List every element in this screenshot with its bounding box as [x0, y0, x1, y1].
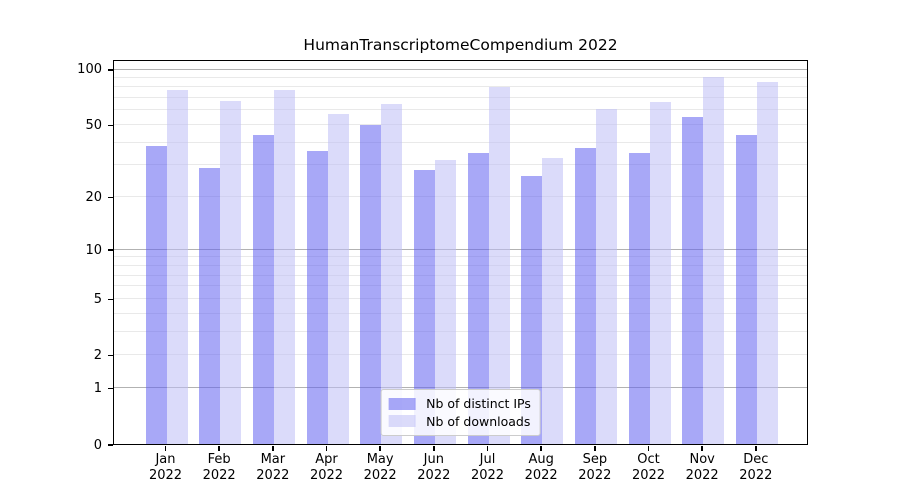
bar-nb-of-downloads-oct: [649, 102, 671, 444]
y-tick-label-5: 5: [93, 291, 102, 307]
x-tick-mark-jul: [486, 446, 489, 451]
grid-line-5: [114, 297, 807, 299]
legend: Nb of distinct IPs Nb of downloads: [380, 389, 541, 436]
x-tick-mark-mar: [272, 446, 274, 451]
y-tick-mark-100: [108, 69, 113, 71]
x-tick-label-dec: Dec 2022: [739, 452, 773, 483]
bar-nb-of-distinct-ips-oct: [628, 152, 650, 444]
grid-line-6: [114, 285, 807, 287]
y-tick-mark-2: [108, 355, 113, 357]
x-tick-mark-jun: [433, 446, 435, 451]
grid-line-3: [114, 330, 807, 332]
bar-nb-of-downloads-jun: [434, 159, 456, 444]
legend-swatch-downloads: [388, 415, 416, 428]
bar-nb-of-distinct-ips-aug: [521, 176, 543, 444]
bar-nb-of-distinct-ips-apr: [306, 150, 328, 444]
grid-line-4: [114, 312, 807, 314]
grid-line-10: [114, 248, 807, 250]
bars: [114, 61, 807, 444]
legend-label-distinct-ips: Nb of distinct IPs: [426, 396, 531, 412]
legend-swatch-distinct-ips: [388, 397, 416, 410]
bar-nb-of-downloads-apr: [327, 114, 349, 444]
bar-nb-of-downloads-sep: [595, 108, 617, 444]
x-tick-mark-oct: [647, 446, 650, 451]
bar-nb-of-distinct-ips-mar: [252, 134, 274, 444]
plot-area: Nb of distinct IPs Nb of downloads: [113, 60, 808, 445]
bar-nb-of-downloads-feb: [220, 101, 242, 444]
bar-nb-of-distinct-ips-feb: [199, 167, 221, 444]
x-tick-mark-nov: [701, 446, 703, 451]
x-tick-label-apr: Apr 2022: [309, 452, 344, 483]
legend-label-downloads: Nb of downloads: [426, 413, 531, 429]
bar-nb-of-distinct-ips-sep: [574, 148, 596, 444]
x-tick-label-jan: Jan 2022: [148, 452, 183, 483]
chart-title: HumanTranscriptomeCompendium 2022: [303, 36, 618, 54]
grid-line-7: [114, 274, 807, 276]
bar-nb-of-distinct-ips-may: [360, 124, 382, 444]
legend-item-downloads: Nb of downloads: [388, 413, 531, 431]
x-tick-label-may: May 2022: [363, 452, 397, 483]
y-tick-mark-10: [108, 249, 113, 251]
gridlines: [114, 61, 807, 444]
x-tick-label-nov: Nov 2022: [685, 452, 719, 483]
x-tick-mark-apr: [325, 446, 328, 451]
x-tick-label-jul: Jul 2022: [470, 452, 505, 483]
bar-nb-of-downloads-nov: [703, 76, 725, 444]
bar-nb-of-downloads-dec: [756, 82, 778, 444]
y-tick-label-100: 100: [77, 62, 102, 78]
bar-nb-of-downloads-aug: [542, 157, 564, 444]
bar-nb-of-downloads-jan: [166, 90, 188, 444]
grid-line-90: [114, 76, 807, 78]
x-tick-mark-aug: [540, 446, 542, 451]
grid-line-80: [114, 86, 807, 88]
grid-line-30: [114, 164, 807, 166]
bar-nb-of-distinct-ips-jul: [467, 152, 489, 444]
bar-nb-of-downloads-mar: [273, 90, 295, 444]
grid-line-8: [114, 264, 807, 266]
x-tick-label-feb: Feb 2022: [202, 452, 236, 483]
bar-nb-of-distinct-ips-dec: [735, 134, 757, 444]
y-tick-mark-20: [108, 196, 113, 199]
grid-line-1: [114, 387, 807, 389]
x-tick-label-mar: Mar 2022: [256, 452, 290, 483]
y-tick-label-1: 1: [93, 381, 102, 397]
y-tick-mark-5: [108, 298, 113, 301]
y-tick-label-10: 10: [85, 242, 102, 258]
y-tick-mark-0: [108, 444, 113, 446]
grid-line-60: [114, 109, 807, 111]
x-tick-mark-jan: [164, 446, 167, 451]
grid-line-9: [114, 256, 807, 258]
y-tick-label-2: 2: [93, 348, 102, 364]
y-tick-mark-50: [108, 124, 113, 127]
x-tick-label-aug: Aug 2022: [524, 452, 558, 483]
bar-nb-of-distinct-ips-jun: [413, 170, 435, 444]
grid-line-70: [114, 97, 807, 99]
y-tick-mark-1: [108, 387, 113, 390]
grid-line-100: [114, 68, 807, 70]
x-tick-mark-may: [379, 446, 381, 451]
y-tick-label-20: 20: [85, 190, 102, 206]
x-tick-label-jun: Jun 2022: [417, 452, 451, 483]
x-tick-label-oct: Oct 2022: [631, 452, 666, 483]
grid-line-20: [114, 196, 807, 198]
grid-line-2: [114, 354, 807, 356]
bar-nb-of-downloads-may: [381, 103, 403, 444]
bar-nb-of-downloads-jul: [488, 86, 510, 444]
bar-nb-of-distinct-ips-jan: [145, 146, 167, 444]
grid-line-40: [114, 141, 807, 143]
x-tick-label-sep: Sep 2022: [578, 452, 612, 483]
legend-item-distinct-ips: Nb of distinct IPs: [388, 395, 531, 413]
bar-nb-of-distinct-ips-nov: [682, 116, 704, 444]
x-tick-mark-dec: [755, 446, 757, 451]
y-tick-label-50: 50: [85, 118, 102, 133]
grid-line-50: [114, 124, 807, 126]
x-tick-mark-feb: [218, 446, 220, 451]
y-tick-label-0: 0: [93, 437, 102, 453]
x-tick-mark-sep: [594, 446, 596, 451]
